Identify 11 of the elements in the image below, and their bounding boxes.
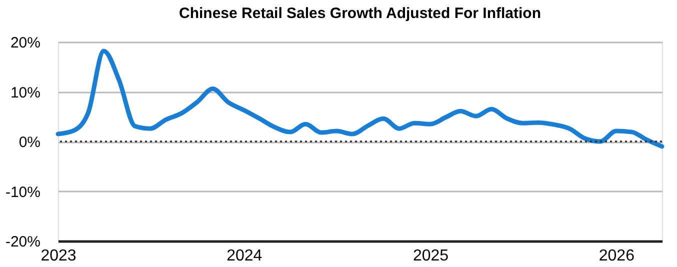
x-tick-label: 2025 <box>412 248 449 264</box>
x-tick-label: 2024 <box>226 248 262 264</box>
y-tick-label: 10% <box>10 84 40 102</box>
chart-title: Chinese Retail Sales Growth Adjusted For Inflation <box>179 5 541 22</box>
x-tick-label: 2026 <box>598 248 635 264</box>
y-tick-label: 20% <box>10 34 40 52</box>
x-tick-label: 2023 <box>40 248 76 264</box>
line-series <box>56 48 664 149</box>
y-tick-label: -10% <box>5 184 40 201</box>
y-tick-label: 0% <box>18 134 40 151</box>
y-tick-label: -20% <box>5 234 40 250</box>
